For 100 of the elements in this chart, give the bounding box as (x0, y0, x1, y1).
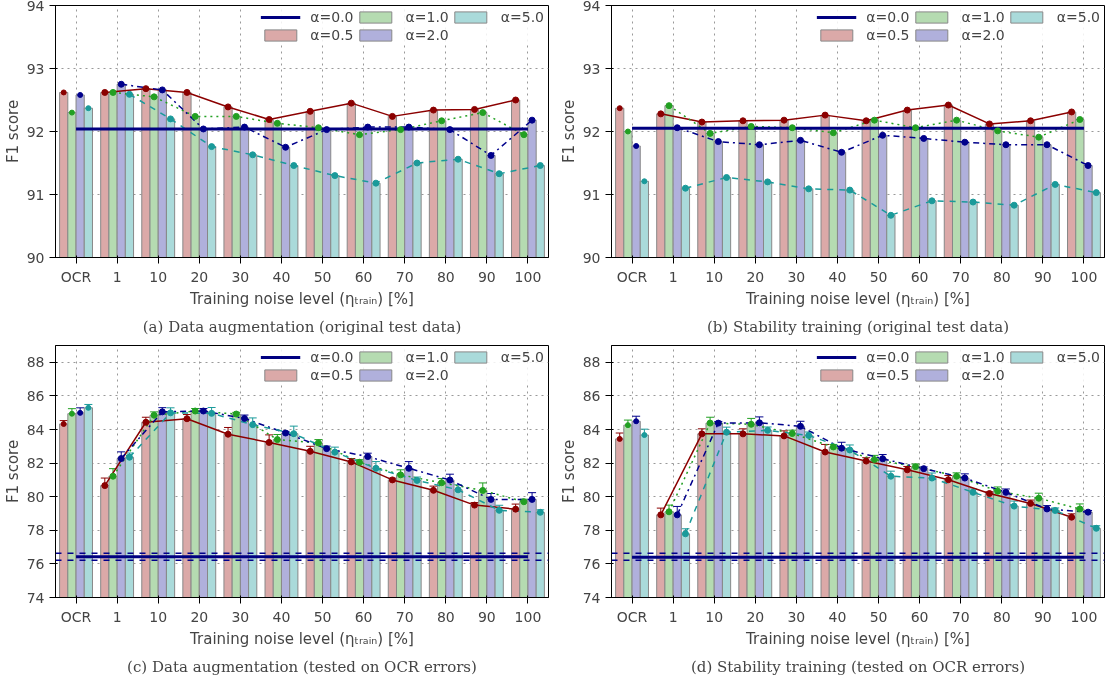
legend-label: α=5.0 (500, 349, 544, 365)
legend-label: α=2.0 (961, 27, 1005, 43)
x-tick-label: 80 (436, 608, 455, 625)
x-axis-title: Training noise level (ηₜᵣₐᵢₙ) [%] (745, 629, 970, 648)
x-tick-label: 60 (910, 268, 929, 285)
y-tick-label: 92 (582, 123, 601, 140)
y-tick-label: 82 (26, 455, 45, 472)
legend-label: α=5.0 (1056, 9, 1100, 25)
y-tick-label: 80 (582, 488, 601, 505)
y-tick-label: 76 (26, 555, 45, 572)
y-tick-label: 88 (26, 354, 45, 371)
y-tick-label: 74 (582, 589, 601, 606)
x-tick-label: 40 (828, 608, 847, 625)
y-tick-label: 74 (26, 589, 45, 606)
text: (b) Stability training (original test data) (706, 317, 1010, 336)
x-tick-label: 30 (787, 268, 806, 285)
x-tick-label: 100 (514, 268, 542, 285)
x-tick-label: 90 (1033, 268, 1052, 285)
x-tick-label: 100 (1070, 608, 1098, 625)
x-tick-label: 70 (951, 268, 970, 285)
legend-label: α=0.0 (310, 9, 354, 25)
y-tick-label: 80 (26, 488, 45, 505)
x-tick-label: 30 (787, 608, 806, 625)
x-tick-label: 80 (992, 268, 1011, 285)
y-tick-label: 84 (582, 421, 601, 438)
y-tick-label: 94 (26, 0, 45, 14)
text: (a) Data augmentation (original test data) (142, 317, 462, 336)
legend-label: α=2.0 (961, 367, 1005, 383)
legend-label: α=0.5 (866, 367, 910, 383)
x-tick-label: 100 (514, 608, 542, 625)
x-tick-label: OCR (616, 268, 648, 285)
x-tick-label: 30 (231, 268, 250, 285)
y-tick-label: 82 (582, 455, 601, 472)
x-tick-label: 10 (705, 268, 724, 285)
x-tick-label: 10 (149, 268, 168, 285)
x-tick-label: OCR (60, 268, 92, 285)
x-tick-label: 50 (313, 608, 332, 625)
x-tick-label: 30 (231, 608, 250, 625)
x-tick-label: 20 (746, 268, 765, 285)
y-tick-label: 78 (26, 522, 45, 539)
y-tick-label: 76 (582, 555, 601, 572)
legend-label: α=0.0 (310, 349, 354, 365)
legend-label: α=1.0 (405, 9, 449, 25)
y-tick-label: 90 (26, 249, 45, 266)
y-tick-label: 78 (582, 522, 601, 539)
y-axis-title: F1 score (3, 99, 22, 164)
x-tick-label: 10 (705, 608, 724, 625)
x-tick-label: OCR (60, 608, 92, 625)
x-tick-label: 100 (1070, 268, 1098, 285)
x-tick-label: 20 (190, 268, 209, 285)
legend-label: α=0.0 (866, 9, 910, 25)
x-tick-label: 20 (746, 608, 765, 625)
x-axis-title: Training noise level (ηₜᵣₐᵢₙ) [%] (745, 289, 970, 308)
y-tick-label: 93 (582, 60, 601, 77)
x-tick-label: 50 (313, 268, 332, 285)
legend-label: α=5.0 (1056, 349, 1100, 365)
legend-label: α=0.5 (866, 27, 910, 43)
legend-label: α=2.0 (405, 367, 449, 383)
x-tick-label: 70 (395, 268, 414, 285)
legend-label: α=0.0 (866, 349, 910, 365)
y-tick-label: 94 (582, 0, 601, 14)
text: (c) Data augmentation (tested on OCR errors) (127, 657, 477, 676)
y-axis-title: F1 score (559, 439, 578, 504)
y-tick-label: 86 (26, 387, 45, 404)
legend-label: α=1.0 (961, 349, 1005, 365)
x-tick-label: 1 (668, 268, 678, 285)
x-tick-label: 70 (395, 608, 414, 625)
x-tick-label: 60 (354, 608, 373, 625)
x-tick-label: 50 (869, 268, 888, 285)
x-tick-label: 90 (477, 268, 496, 285)
x-tick-label: 80 (992, 608, 1011, 625)
legend-label: α=2.0 (405, 27, 449, 43)
x-tick-label: 70 (951, 608, 970, 625)
legend-label: α=1.0 (405, 349, 449, 365)
x-tick-label: 40 (272, 268, 291, 285)
x-tick-label: 20 (190, 608, 209, 625)
y-tick-label: 86 (582, 387, 601, 404)
x-tick-label: 50 (869, 608, 888, 625)
y-tick-label: 93 (26, 60, 45, 77)
x-tick-label: 60 (910, 608, 929, 625)
x-tick-label: 1 (668, 608, 678, 625)
x-axis-title: Training noise level (ηₜᵣₐᵢₙ) [%] (189, 289, 414, 308)
legend-label: α=1.0 (961, 9, 1005, 25)
x-tick-label: 60 (354, 268, 373, 285)
y-tick-label: 92 (26, 123, 45, 140)
y-tick-label: 91 (26, 186, 45, 203)
legend-label: α=0.5 (310, 27, 354, 43)
x-tick-label: 90 (1033, 608, 1052, 625)
y-tick-label: 90 (582, 249, 601, 266)
y-axis-title: F1 score (559, 99, 578, 164)
x-tick-label: 40 (828, 268, 847, 285)
x-tick-label: 80 (436, 268, 455, 285)
x-tick-label: 90 (477, 608, 496, 625)
x-axis-title: Training noise level (ηₜᵣₐᵢₙ) [%] (189, 629, 414, 648)
y-tick-label: 88 (582, 354, 601, 371)
legend-label: α=5.0 (500, 9, 544, 25)
x-tick-label: 1 (112, 268, 122, 285)
x-tick-label: 1 (112, 608, 122, 625)
y-axis-title: F1 score (3, 439, 22, 504)
y-tick-label: 91 (582, 186, 601, 203)
